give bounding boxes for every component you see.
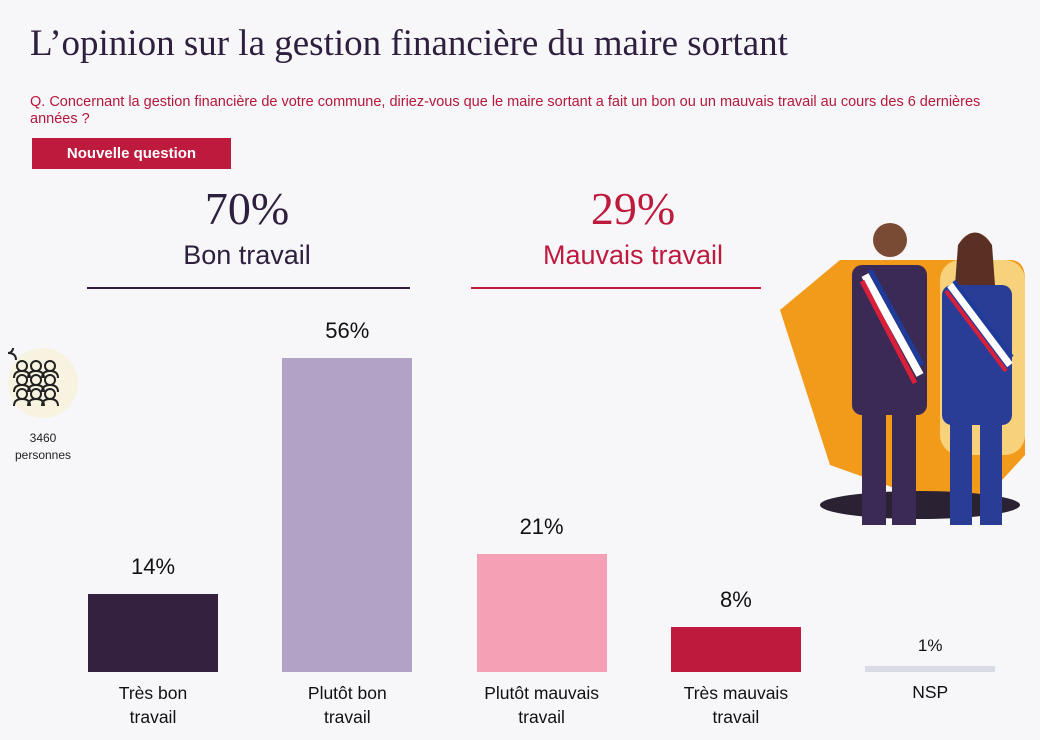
category-label-line: travail <box>323 707 371 727</box>
category-label-line: travail <box>129 707 177 727</box>
category-label: NSP <box>845 680 1015 704</box>
group-good-label: Bon travail <box>183 240 311 270</box>
category-label: Très bon travail <box>68 681 238 729</box>
category-label: Très mauvais travail <box>651 681 821 729</box>
category-label-line: Très mauvais <box>683 683 789 703</box>
group-bad-label: Mauvais travail <box>542 240 724 270</box>
bar-value-label: 1% <box>917 636 943 656</box>
group-bad-pct: 29% <box>590 183 676 234</box>
bar <box>865 666 996 672</box>
people-group-icon <box>0 342 78 418</box>
new-question-badge: Nouvelle question <box>32 138 231 169</box>
bar <box>282 358 413 672</box>
mayors-illustration <box>780 223 1025 525</box>
category-label: Plutôt mauvais travail <box>457 681 627 729</box>
group-bad-divider <box>471 287 761 289</box>
question-text: Q. Concernant la gestion financière de v… <box>30 94 981 127</box>
bar-value-label: 14% <box>130 553 176 579</box>
bar-value-label: 8% <box>719 587 752 613</box>
bar-value-label: 21% <box>519 514 564 540</box>
category-label-line: Plutôt bon <box>307 683 387 703</box>
category-label-line: NSP <box>912 682 949 702</box>
group-good-divider <box>87 287 410 289</box>
category-label-line: Plutôt mauvais <box>484 683 599 703</box>
bar-value-label: 56% <box>325 318 370 343</box>
sample-unit: personnes <box>14 448 72 462</box>
category-label-line: Très bon <box>118 683 188 703</box>
sample-count: 3460 <box>29 431 57 445</box>
bar <box>88 593 218 672</box>
category-label-line: travail <box>712 707 760 727</box>
page-title: L’opinion sur la gestion financière du m… <box>30 23 788 64</box>
group-good-pct: 70% <box>204 183 290 234</box>
category-label: Plutôt bon travail <box>262 681 432 729</box>
bar <box>476 554 607 672</box>
bar <box>670 627 801 672</box>
category-label-line: travail <box>518 707 565 727</box>
sample-size: 3460 personnes <box>0 430 86 464</box>
